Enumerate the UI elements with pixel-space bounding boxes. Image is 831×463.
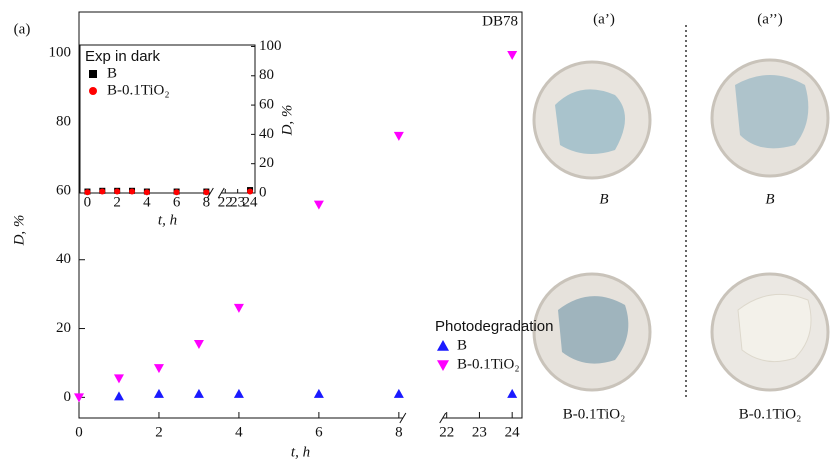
marker — [113, 374, 124, 384]
marker — [393, 131, 404, 141]
y-tick-label: 0 — [259, 184, 267, 200]
marker — [247, 188, 254, 195]
marker — [173, 189, 180, 196]
y-tick-label: 40 — [259, 126, 274, 142]
panel-label: (a) — [14, 21, 31, 37]
plot-frame — [78, 11, 523, 419]
marker — [143, 189, 150, 196]
x-tick-label: 22 — [439, 424, 454, 440]
legend-title: Photodegradation — [435, 318, 553, 335]
photo-label: (a’) — [593, 11, 615, 27]
break-mark — [439, 412, 447, 424]
x-tick-label: 0 — [75, 424, 83, 440]
photo-panel: (a’) (a’’) B B B-0.1TiO₂ B-0.1TiO₂ — [532, 11, 830, 422]
x-tick-label: 4 — [235, 424, 243, 440]
marker — [233, 303, 244, 313]
marker — [233, 388, 244, 398]
x-tick-label: 6 — [173, 194, 181, 210]
marker — [114, 188, 121, 195]
axis-gap — [402, 416, 443, 420]
y-tick-label: 0 — [64, 389, 72, 405]
marker — [74, 393, 84, 403]
x-tick-label: 2 — [155, 424, 163, 440]
axis-gap — [210, 191, 222, 195]
x-tick-label: 0 — [84, 194, 92, 210]
plot-frame — [79, 44, 256, 194]
marker — [99, 188, 106, 195]
marker — [393, 388, 404, 398]
y-tick-label: 60 — [56, 182, 71, 198]
y-axis-label: D, % — [279, 105, 295, 137]
marker — [193, 388, 204, 398]
photo-caption: B-0.1TiO₂ — [563, 406, 626, 422]
photo-caption: B — [765, 191, 774, 207]
legend-label: B-0.1TiO₂ — [457, 356, 520, 372]
x-axis-label: t, h — [291, 444, 310, 460]
y-tick-label: 20 — [56, 320, 71, 336]
x-tick-label: 24 — [243, 194, 259, 210]
marker — [437, 340, 449, 351]
marker — [153, 388, 164, 398]
marker — [113, 391, 124, 401]
marker — [153, 364, 164, 374]
sample — [558, 296, 629, 364]
y-tick-label: 80 — [56, 114, 71, 130]
x-tick-label: 22 — [218, 194, 233, 210]
break-mark — [206, 187, 214, 199]
legend-label: B — [107, 65, 117, 81]
marker — [313, 388, 324, 398]
x-tick-label: 2 — [113, 194, 121, 210]
marker — [84, 189, 91, 196]
y-tick-label: 100 — [49, 45, 72, 61]
marker — [129, 188, 136, 195]
legend-label: B-0.1TiO₂ — [107, 82, 170, 98]
y-tick-label: 20 — [259, 155, 274, 171]
legend-title: Exp in dark — [85, 48, 161, 65]
y-tick-label: 80 — [259, 67, 274, 83]
break-mark — [399, 412, 407, 424]
y-tick-label: 100 — [259, 38, 282, 54]
sample — [555, 89, 625, 154]
break-mark — [217, 187, 225, 199]
legend-label: B — [457, 337, 467, 353]
photo-caption: B — [599, 191, 608, 207]
photo-label: (a’’) — [757, 11, 783, 27]
x-tick-label: 24 — [505, 424, 521, 440]
marker — [313, 200, 324, 210]
chart-title: DB78 — [482, 13, 518, 29]
marker — [437, 360, 449, 371]
y-tick-label: 40 — [56, 251, 71, 267]
x-tick-label: 23 — [230, 194, 245, 210]
sample — [737, 293, 812, 363]
x-tick-label: 8 — [203, 194, 211, 210]
sample — [735, 75, 809, 149]
x-tick-label: 4 — [143, 194, 151, 210]
x-tick-label: 6 — [315, 424, 323, 440]
marker — [507, 388, 518, 398]
x-tick-label: 8 — [395, 424, 403, 440]
marker — [89, 87, 97, 95]
marker — [193, 340, 204, 350]
marker — [203, 189, 210, 196]
x-axis-label: t, h — [158, 212, 177, 228]
y-axis-label: D, % — [11, 215, 27, 247]
marker — [507, 51, 518, 61]
y-tick-label: 60 — [259, 97, 274, 113]
x-tick-label: 23 — [472, 424, 487, 440]
marker — [89, 70, 97, 78]
photo-caption: B-0.1TiO₂ — [739, 406, 802, 422]
